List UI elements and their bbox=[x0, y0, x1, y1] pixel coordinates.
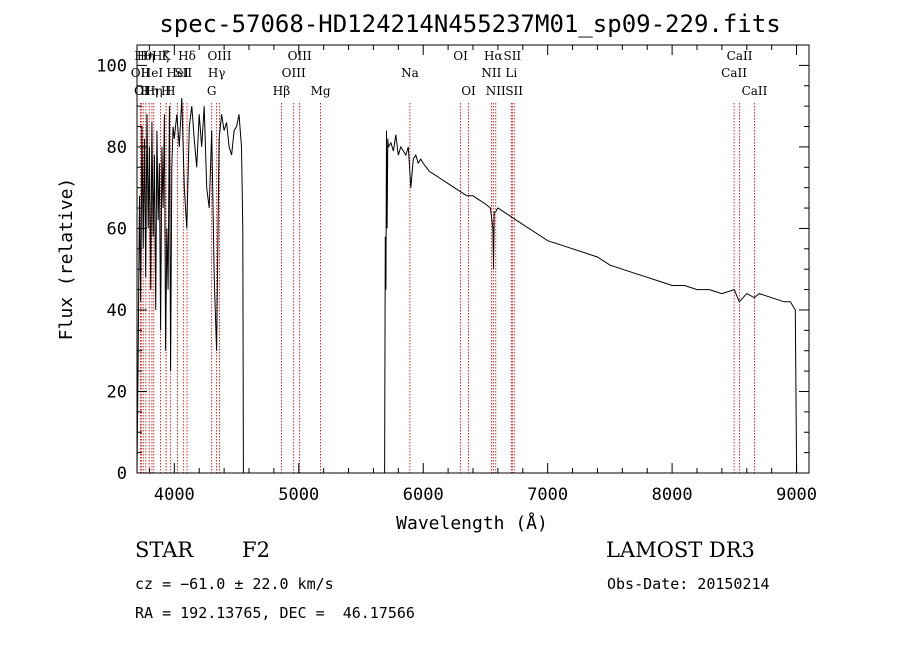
x-tick-label: 4000 bbox=[154, 485, 195, 505]
emission-line-label: Hζ bbox=[152, 49, 169, 63]
obs-date-text: Obs-Date: 20150214 bbox=[607, 575, 770, 593]
y-tick-label: 20 bbox=[107, 382, 127, 402]
emission-line-label: Na bbox=[401, 66, 419, 80]
spectrum-trace bbox=[136, 97, 798, 474]
x-tick-label: 6000 bbox=[403, 485, 444, 505]
emission-line-label: OII bbox=[131, 66, 151, 80]
emission-line-label: OIII bbox=[282, 66, 306, 80]
emission-line-label: Hη bbox=[145, 84, 163, 98]
emission-line-label: Hη bbox=[140, 84, 158, 98]
emission-line-label: SII bbox=[505, 84, 523, 98]
emission-line-label: NII bbox=[486, 84, 506, 98]
survey-name: LAMOST DR3 bbox=[606, 538, 755, 562]
plot-frame bbox=[136, 44, 810, 474]
emission-line-label: SII bbox=[503, 49, 521, 63]
emission-line-label: HeI bbox=[166, 66, 189, 80]
x-tick-label: 8000 bbox=[652, 485, 693, 505]
emission-line-label: OIII bbox=[288, 49, 312, 63]
y-tick-label: 80 bbox=[107, 138, 127, 158]
y-tick-label: 0 bbox=[117, 464, 127, 484]
emission-line-label: Hθ bbox=[134, 49, 152, 63]
x-tick-label: 7000 bbox=[527, 485, 568, 505]
spectrum-segment-0-1 bbox=[384, 130, 798, 474]
emission-line-label: Hγ bbox=[208, 66, 226, 80]
emission-line-label: Hδ bbox=[178, 49, 196, 63]
emission-line-label: OIII bbox=[207, 49, 231, 63]
emission-line-label: CaII bbox=[727, 49, 753, 63]
x-tick-label: 5000 bbox=[278, 485, 319, 505]
emission-line-label: Hα bbox=[484, 49, 503, 63]
object-subclass: F2 bbox=[242, 538, 270, 562]
y-tick-label: 100 bbox=[96, 56, 127, 76]
emission-line-label: NII bbox=[481, 66, 501, 80]
emission-line-label: CaII bbox=[742, 84, 768, 98]
emission-line-label: HeI bbox=[141, 66, 164, 80]
emission-line-markers: OIIOIHθHηHηHeIHηHζKHHHeISIIHδGHγOIIIHβOI… bbox=[131, 49, 768, 473]
y-tick-label: 60 bbox=[107, 219, 127, 239]
emission-line-label: OI bbox=[453, 49, 468, 63]
emission-line-label: Mg bbox=[311, 84, 331, 98]
coordinates-text: RA = 192.13765, DEC = 46.17566 bbox=[135, 604, 415, 622]
emission-line-label: OI bbox=[461, 84, 476, 98]
y-tick-label: 40 bbox=[107, 301, 127, 321]
emission-line-label: SII bbox=[174, 66, 192, 80]
redshift-text: cz = −61.0 ± 22.0 km/s bbox=[135, 575, 334, 593]
spectrum-segment-0-0 bbox=[136, 97, 244, 474]
y-axis-label: Flux (relative) bbox=[56, 178, 77, 341]
emission-line-label: H bbox=[161, 84, 171, 98]
axis-ticks: 4000 5000 6000 7000 8000 9000 0 20 40 60 80 100 bbox=[96, 45, 817, 505]
emission-line-label: K bbox=[162, 49, 172, 63]
emission-line-label: Li bbox=[505, 66, 517, 80]
emission-line-label: CaII bbox=[721, 66, 747, 80]
emission-line-label: OI bbox=[134, 84, 149, 98]
emission-line-label: H bbox=[165, 84, 175, 98]
emission-line-label: Hβ bbox=[273, 84, 290, 98]
object-class: STAR bbox=[135, 538, 194, 562]
x-tick-label: 9000 bbox=[776, 485, 817, 505]
emission-line-label: Hη bbox=[137, 49, 155, 63]
x-axis-label: Wavelength (Å) bbox=[396, 512, 548, 534]
chart-title: spec-57068-HD124214N455237M01_sp09-229.f… bbox=[159, 10, 780, 38]
emission-line-label: G bbox=[207, 84, 217, 98]
